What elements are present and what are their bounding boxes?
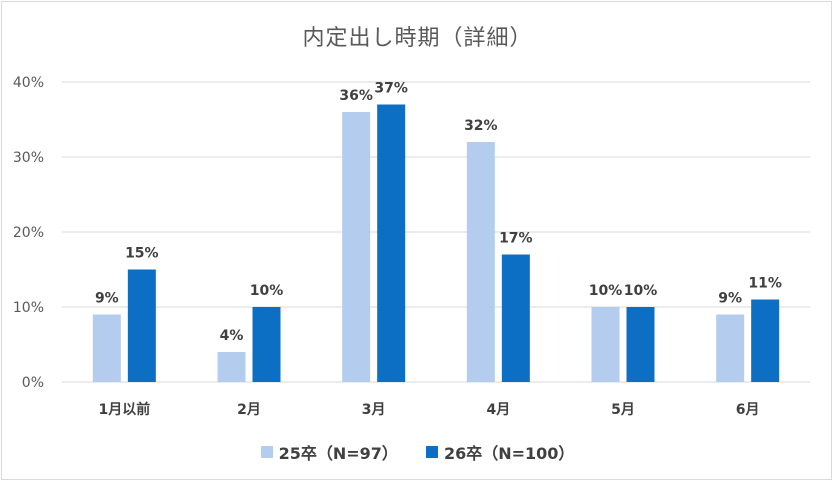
bar	[751, 299, 780, 382]
bar	[252, 307, 281, 382]
y-tick-label: 10%	[13, 300, 44, 316]
y-tick-label: 40%	[13, 75, 44, 91]
data-label: 36%	[339, 88, 373, 104]
bar	[127, 269, 156, 382]
y-tick-label: 30%	[13, 150, 44, 166]
bar	[92, 314, 121, 382]
bar	[501, 254, 530, 382]
data-label: 9%	[718, 291, 742, 307]
data-label: 10%	[589, 283, 623, 299]
data-label: 37%	[374, 81, 408, 97]
x-tick-label: 4月	[486, 402, 510, 418]
data-label: 17%	[499, 231, 533, 247]
bar	[217, 352, 246, 382]
x-tick-label: 1月以前	[98, 401, 150, 418]
bar	[377, 104, 406, 382]
data-label: 11%	[748, 276, 782, 292]
legend-label-26: 26卒（N=100）	[443, 444, 575, 463]
legend-item-25: 25卒（N=97）	[260, 440, 398, 464]
y-tick-label: 0%	[22, 375, 44, 391]
legend-swatch-26	[425, 446, 438, 458]
bar	[342, 112, 371, 382]
data-label: 4%	[220, 328, 244, 344]
bar	[626, 307, 655, 382]
x-tick-label: 2月	[237, 402, 261, 418]
data-label: 32%	[464, 118, 498, 134]
data-label: 10%	[624, 283, 658, 299]
legend: 25卒（N=97） 26卒（N=100）	[0, 440, 835, 464]
data-label: 10%	[250, 283, 284, 299]
bar	[716, 314, 745, 382]
x-tick-label: 3月	[362, 402, 386, 418]
legend-swatch-25	[260, 446, 273, 458]
legend-label-25: 25卒（N=97）	[278, 444, 398, 463]
data-label: 9%	[95, 291, 119, 307]
data-label: 15%	[125, 246, 159, 262]
legend-item-26: 26卒（N=100）	[425, 440, 575, 464]
bar	[591, 307, 620, 382]
x-tick-label: 5月	[611, 402, 635, 418]
bar	[466, 142, 495, 382]
x-tick-label: 6月	[736, 402, 760, 418]
y-tick-label: 20%	[13, 225, 44, 241]
chart-title: 内定出し時期（詳細）	[302, 26, 533, 51]
